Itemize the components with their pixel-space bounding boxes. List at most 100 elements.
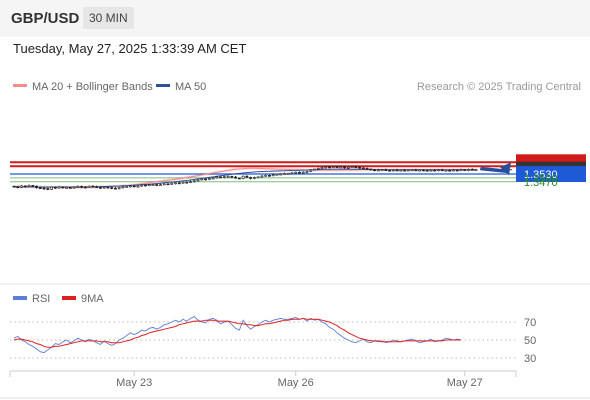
candle-body <box>102 186 106 189</box>
candle-body <box>162 183 166 186</box>
candle-body <box>474 169 478 172</box>
candle-body <box>200 178 204 181</box>
ma50-legend-label: MA 50 <box>175 81 206 93</box>
forecast-arrow-head <box>500 162 511 176</box>
candle-body <box>294 171 298 174</box>
header-bar: GBP/USD 30 MIN <box>0 0 590 37</box>
candle-body <box>406 169 410 172</box>
ma50-legend-swatch <box>156 84 170 87</box>
candle-body <box>16 186 20 189</box>
candle-body <box>35 185 38 188</box>
candle-body <box>256 176 260 179</box>
candle-body <box>268 175 271 177</box>
candle-body <box>125 186 129 188</box>
candle-body <box>305 171 309 173</box>
level-label-1.3470: 1.3470 <box>524 177 558 189</box>
candle-body <box>470 169 474 171</box>
candle-body <box>80 186 84 188</box>
candle-body <box>279 173 283 176</box>
ma20-legend-label: MA 20 + Bollinger Bands <box>32 81 153 93</box>
candle-body <box>343 166 346 169</box>
candle-body <box>226 176 230 178</box>
candle-body <box>42 187 46 190</box>
candle-body <box>320 167 324 169</box>
candle-body <box>12 185 16 188</box>
candle-body <box>196 179 200 182</box>
candle-body <box>283 173 286 175</box>
candle-body <box>177 182 181 185</box>
candle-body <box>151 184 155 186</box>
candle-body <box>403 169 407 172</box>
candle-body <box>76 186 80 188</box>
candle-body <box>354 166 358 169</box>
candle-body <box>121 186 125 189</box>
candle-body <box>286 173 290 175</box>
candle-body <box>61 186 65 189</box>
candle-body <box>95 186 99 189</box>
rsi-9ma-line <box>13 317 461 348</box>
copyright-text: Research © 2025 Trading Central <box>417 81 581 93</box>
candle-body <box>110 187 114 189</box>
candle-body <box>365 168 369 170</box>
candle-body <box>433 169 437 172</box>
candle-body <box>455 169 459 172</box>
candle-body <box>215 176 219 179</box>
candle-body <box>298 171 301 174</box>
candle-body <box>301 171 305 174</box>
candle-body <box>384 169 388 171</box>
candle-body <box>207 178 211 180</box>
candle-body <box>132 185 136 188</box>
candle-body <box>271 174 275 177</box>
level-label-1.3500: 1.3500 <box>524 173 558 185</box>
candle-body <box>328 166 331 169</box>
candle-body <box>418 169 422 172</box>
symbol-title: GBP/USD <box>11 10 80 27</box>
candle-body <box>369 168 373 171</box>
candle-body <box>252 177 256 179</box>
candle-body <box>117 187 121 189</box>
candle-body <box>425 169 429 172</box>
candle-body <box>399 169 403 172</box>
candle-body <box>166 183 170 186</box>
rsi-legend-swatch <box>13 296 27 300</box>
rsi-tick-70: 70 <box>524 317 536 329</box>
rsi-tick-50: 50 <box>524 335 536 347</box>
candle-body <box>358 166 361 169</box>
candle-body <box>23 185 27 188</box>
candle-body <box>181 181 185 184</box>
candle-body <box>309 169 313 172</box>
ma20-legend-swatch <box>13 84 27 87</box>
candle-body <box>185 181 189 184</box>
candle-body <box>50 186 53 190</box>
timeframe-badge[interactable]: 30 MIN <box>83 7 134 29</box>
level-label-1.3530: 1.3530 <box>524 169 558 181</box>
candle-body <box>346 167 350 169</box>
candle-body <box>264 175 268 177</box>
candle-body <box>144 184 147 187</box>
candle-body <box>27 185 31 187</box>
candle-body <box>147 184 151 186</box>
candle-body <box>114 187 117 190</box>
candle-body <box>234 176 238 179</box>
candle-body <box>189 181 192 183</box>
candle-body <box>204 178 207 181</box>
x-tick-label: May 26 <box>278 377 314 389</box>
candle-body <box>410 169 414 172</box>
candle-body <box>260 175 264 178</box>
candle-body <box>140 184 144 187</box>
candle-body <box>361 167 365 170</box>
candle-body <box>136 185 140 188</box>
candle-body <box>31 185 35 187</box>
rsi-tick-30: 30 <box>524 353 536 365</box>
ma50-line <box>14 168 476 188</box>
forecast-arrow-shaft <box>480 166 509 174</box>
candle-body <box>335 166 339 168</box>
candle-body <box>414 169 418 172</box>
ma9-legend-label: 9MA <box>81 293 104 305</box>
candle-body <box>174 182 177 185</box>
candle-body <box>192 180 196 183</box>
candle-body <box>463 169 467 171</box>
candle-body <box>20 185 23 188</box>
candles-group <box>12 165 478 191</box>
